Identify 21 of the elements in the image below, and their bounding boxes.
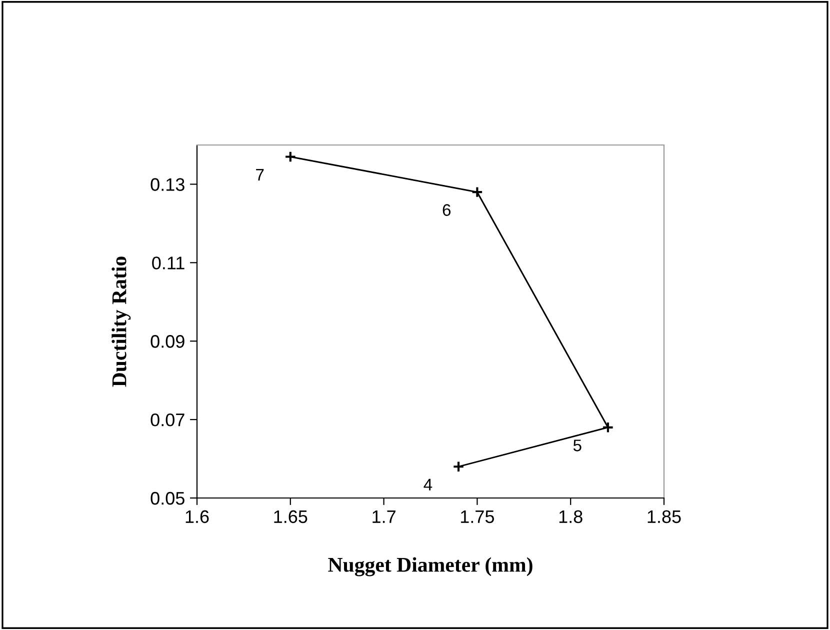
y-tick-label: 0.13 xyxy=(150,178,184,191)
x-tick-label: 1.6 xyxy=(186,510,209,524)
point xyxy=(471,186,484,198)
y-tick-label: 0.09 xyxy=(150,335,184,348)
point xyxy=(284,150,296,163)
annotation: 4 xyxy=(424,478,432,490)
x-tick-label: 1.65 xyxy=(274,510,308,524)
y-tick-label: 0.11 xyxy=(152,256,184,270)
y-tick-label: 0.07 xyxy=(150,413,184,426)
x-tick-label: 1.7 xyxy=(372,510,396,523)
x-tick-label: 1.8 xyxy=(559,510,582,524)
y-tick-label: 0.05 xyxy=(150,492,184,505)
y-axis-title: Ductility Ratio xyxy=(112,256,131,387)
x-tick-label: 1.75 xyxy=(461,510,494,524)
point xyxy=(452,460,464,473)
point xyxy=(602,421,614,434)
annotation: 7 xyxy=(256,169,264,181)
annotation: 5 xyxy=(573,440,582,452)
x-tick-label: 1.85 xyxy=(648,510,681,524)
annotation: 6 xyxy=(442,204,451,216)
x-axis-title: Nugget Diameter (mm) xyxy=(328,557,532,576)
